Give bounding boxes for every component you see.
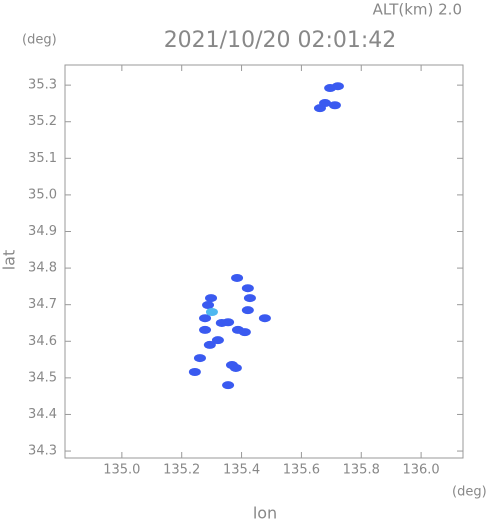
echo-point (241, 306, 254, 315)
y-tick-label: 34.8 (28, 261, 57, 276)
echo-point (199, 325, 212, 334)
y-unit: (deg) (22, 33, 57, 48)
echo-point (202, 301, 215, 310)
echo-point (205, 307, 218, 316)
echo-point (205, 294, 218, 303)
echo-point (222, 318, 235, 327)
x-tick-label: 136.0 (402, 463, 439, 478)
x-unit: (deg) (452, 485, 487, 500)
echo-point (243, 294, 256, 303)
echo-point (188, 368, 201, 377)
echo-point (229, 363, 242, 372)
plot-frame (64, 64, 464, 459)
echo-point (203, 340, 216, 349)
echo-point (241, 284, 254, 293)
x-tick-label: 135.6 (283, 463, 320, 478)
chart-subtitle: ALT(km) 2.0 (373, 1, 462, 19)
echo-point (331, 82, 344, 91)
echo-point (313, 104, 326, 113)
y-tick-label: 35.2 (28, 114, 57, 129)
echo-point (328, 101, 341, 110)
y-tick-label: 35.1 (28, 151, 57, 166)
echo-point (222, 381, 235, 390)
y-tick-label: 34.9 (28, 224, 57, 239)
echo-point (193, 354, 206, 363)
y-tick-label: 34.5 (28, 370, 57, 385)
y-tick-label: 34.3 (28, 444, 57, 459)
x-tick-label: 135.2 (163, 463, 200, 478)
y-tick-label: 34.7 (28, 297, 57, 312)
y-tick-label: 34.4 (28, 407, 57, 422)
x-tick-label: 135.0 (103, 463, 140, 478)
chart-title: 2021/10/20 02:01:42 (164, 28, 397, 53)
x-axis-label: lon (253, 504, 277, 521)
x-tick-label: 135.4 (223, 463, 260, 478)
echo-point (258, 314, 271, 323)
echo-point (238, 328, 251, 337)
y-tick-label: 35.0 (28, 187, 57, 202)
echo-point (199, 314, 212, 323)
echo-point (211, 336, 224, 345)
echo-point (231, 273, 244, 282)
y-tick-label: 34.6 (28, 334, 57, 349)
y-tick-label: 35.3 (28, 78, 57, 93)
x-tick-label: 135.8 (343, 463, 380, 478)
y-axis-label: lat (0, 250, 19, 271)
